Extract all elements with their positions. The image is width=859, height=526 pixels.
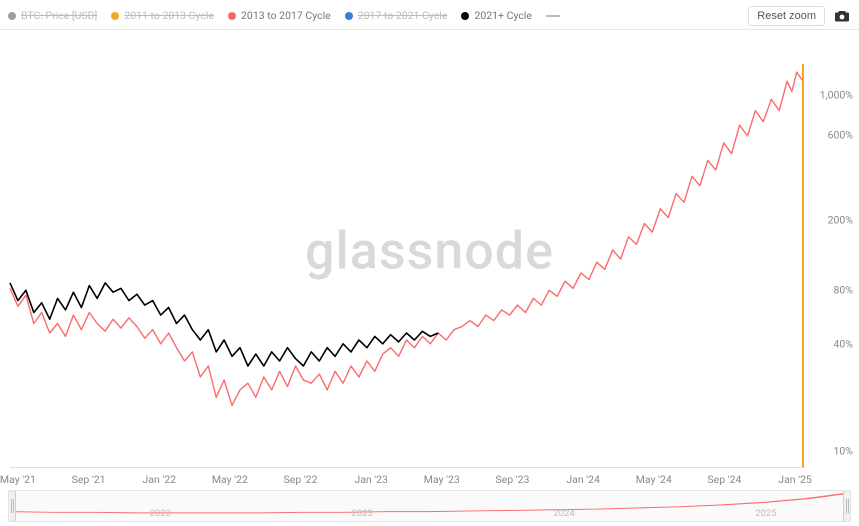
- plot-region[interactable]: [10, 64, 803, 468]
- legend: BTC: Price [USD] 2011 to 2013 Cycle 2013 t…: [8, 9, 560, 22]
- plot-svg: [10, 64, 803, 468]
- header-actions: Reset zoom: [748, 6, 851, 26]
- navigator-year-label: 2025: [755, 508, 776, 519]
- right-axis-accent: [802, 64, 804, 468]
- legend-label: 2021+ Cycle: [474, 9, 532, 22]
- legend-label: 2017 to 2021 Cycle: [358, 9, 448, 22]
- x-tick-label: Sep '21: [72, 473, 106, 486]
- legend-item[interactable]: 2021+ Cycle: [461, 9, 532, 22]
- x-tick-label: May '24: [636, 473, 672, 486]
- legend-label: BTC: Price [USD]: [21, 9, 97, 22]
- x-tick-label: Sep '24: [707, 473, 741, 486]
- navigator-svg: [9, 491, 850, 521]
- series-line: [10, 283, 438, 366]
- y-tick-label: 10%: [834, 444, 854, 457]
- x-tick-label: May '23: [424, 473, 460, 486]
- legend-item[interactable]: 2013 to 2017 Cycle: [228, 9, 331, 22]
- x-tick-label: Sep '22: [284, 473, 318, 486]
- legend-swatch: [228, 12, 236, 20]
- reset-zoom-button[interactable]: Reset zoom: [748, 6, 825, 26]
- x-tick-label: Jan '22: [142, 473, 176, 486]
- y-tick-label: 40%: [834, 337, 854, 350]
- legend-label: 2011 to 2013 Cycle: [124, 9, 214, 22]
- range-navigator[interactable]: 2022 2023 2024 2025: [8, 490, 851, 522]
- y-tick-label: 80%: [834, 284, 854, 297]
- navigator-year-label: 2024: [553, 508, 574, 519]
- y-tick-label: 600%: [828, 128, 853, 141]
- x-tick-label: May '21: [0, 473, 36, 486]
- legend-item[interactable]: 2011 to 2013 Cycle: [111, 9, 214, 22]
- x-tick-label: Sep '23: [495, 473, 529, 486]
- camera-icon[interactable]: [833, 7, 851, 25]
- x-tick-label: Jan '24: [566, 473, 600, 486]
- navigator-handle-left[interactable]: [8, 490, 16, 522]
- legend-swatch: [8, 12, 16, 20]
- navigator-year-label: 2022: [150, 508, 171, 519]
- navigator-year-label: 2023: [352, 508, 373, 519]
- chart-header: BTC: Price [USD] 2011 to 2013 Cycle 2013 t…: [0, 0, 859, 30]
- legend-label: 2013 to 2017 Cycle: [241, 9, 331, 22]
- y-tick-label: 200%: [828, 213, 853, 226]
- series-line: [10, 72, 803, 405]
- legend-swatch: [345, 12, 353, 20]
- legend-swatch: [546, 15, 560, 17]
- legend-swatch: [111, 12, 119, 20]
- x-axis-baseline: [10, 467, 803, 468]
- legend-swatch: [461, 12, 469, 20]
- legend-item[interactable]: 2017 to 2021 Cycle: [345, 9, 448, 22]
- chart-area: glassnode 1,000%600%200%80%40%10% May '2…: [0, 30, 859, 490]
- legend-item[interactable]: BTC: Price [USD]: [8, 9, 97, 22]
- x-tick-label: May '22: [212, 473, 248, 486]
- x-tick-label: Jan '25: [778, 473, 812, 486]
- navigator-series: [9, 493, 850, 513]
- x-axis: May '21Sep '21Jan '22May '22Sep '22Jan '…: [10, 472, 803, 486]
- navigator-handle-right[interactable]: [843, 490, 851, 522]
- y-tick-label: 1,000%: [820, 89, 853, 102]
- legend-item[interactable]: [546, 15, 560, 17]
- x-tick-label: Jan '23: [354, 473, 388, 486]
- y-axis: 1,000% 600% 200% 80% 40% 10%: [805, 64, 853, 484]
